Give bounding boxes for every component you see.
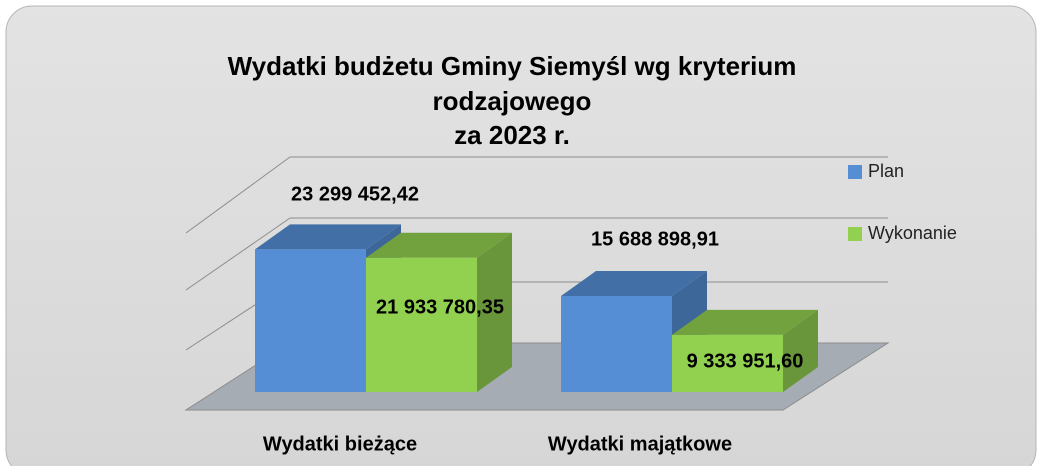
data-label: 15 688 898,91: [591, 228, 719, 250]
chart-title: rodzajowego: [433, 86, 592, 116]
chart-title: Wydatki budżetu Gminy Siemyśl wg kryteri…: [228, 51, 797, 81]
data-label: 23 299 452,42: [291, 183, 419, 205]
bar-top: [561, 270, 707, 296]
legend-swatch: [848, 165, 862, 179]
legend-label: Plan: [868, 161, 904, 181]
bar: [672, 334, 783, 392]
bar-side: [783, 309, 818, 392]
bar-top: [255, 224, 401, 250]
bar: [366, 257, 477, 392]
legend-swatch: [848, 227, 862, 241]
x-tick-label: Wydatki bieżące: [263, 433, 417, 455]
data-label: 9 333 951,60: [687, 350, 804, 372]
bar: [255, 249, 366, 392]
chart-title: za 2023 r.: [454, 120, 570, 150]
bar-side: [477, 232, 512, 392]
bar-top: [366, 232, 512, 258]
legend-label: Wykonanie: [868, 223, 957, 243]
data-label: 21 933 780,35: [376, 296, 504, 318]
bar: [561, 295, 672, 392]
x-tick-label: Wydatki majątkowe: [548, 433, 732, 455]
bar-top: [672, 309, 818, 335]
